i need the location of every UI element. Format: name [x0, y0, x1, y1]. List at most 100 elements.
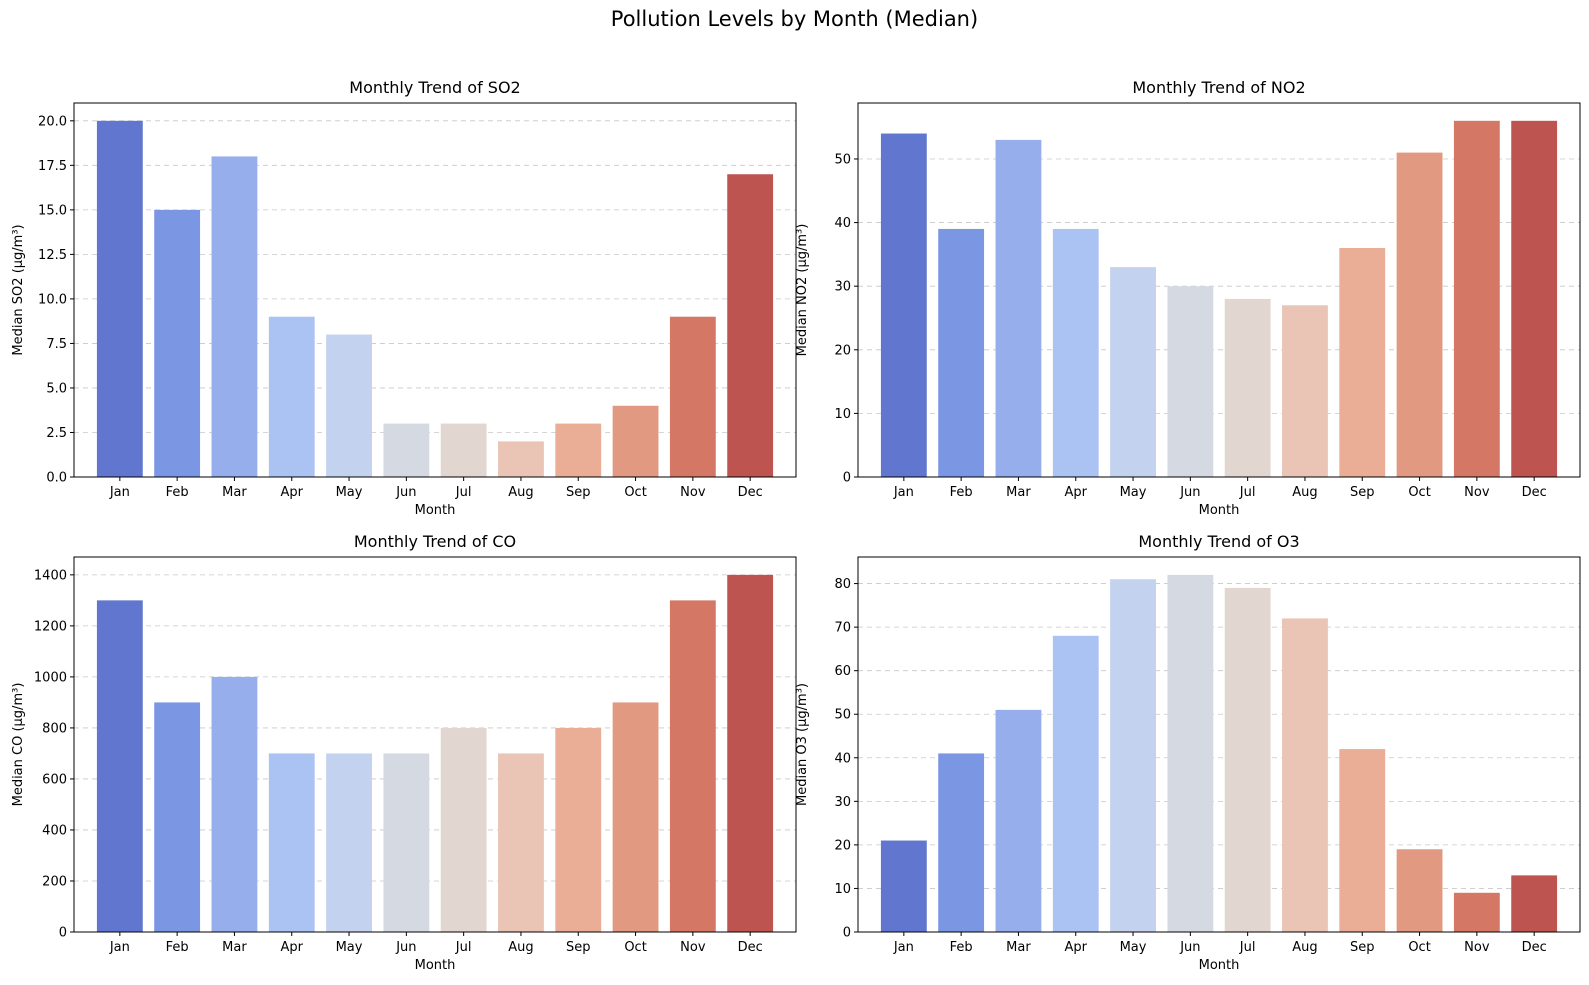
- bar-co-apr: [268, 753, 315, 932]
- x-tick-label: Feb: [166, 485, 189, 500]
- chart-co: 0 200 400 600 800 1000 1200 1400 Jan Feb Mar Apr May…: [11, 532, 797, 973]
- y-tick-label: 12.5: [38, 248, 67, 263]
- bar-co-may: [326, 753, 372, 932]
- bar-co-feb: [154, 702, 201, 932]
- x-tick-label: Dec: [1522, 485, 1547, 500]
- x-tick-label: Jan: [109, 485, 130, 500]
- x-tick-label: Jan: [109, 940, 130, 955]
- bar-no2-mar: [995, 139, 1042, 477]
- x-tick-label: Apr: [280, 485, 303, 500]
- y-tick-label: 200: [42, 874, 67, 889]
- bar-co-dec: [727, 574, 774, 932]
- y-tick-label: 1200: [34, 619, 67, 634]
- chart-title-o3: Monthly Trend of O3: [1138, 532, 1299, 551]
- x-tick-label: Mar: [1006, 485, 1031, 500]
- x-tick-label: Apr: [280, 940, 303, 955]
- y-tick-label: 17.5: [38, 159, 67, 174]
- x-tick-label: Oct: [1408, 485, 1430, 500]
- bar-no2-jun: [1167, 286, 1214, 477]
- bar-so2-mar: [211, 156, 258, 477]
- axes-frame: [857, 102, 1581, 478]
- y-tick-label: 400: [42, 823, 67, 838]
- bar-so2-may: [326, 334, 372, 477]
- x-axis-label: Month: [415, 503, 456, 518]
- x-tick-label: Feb: [950, 940, 973, 955]
- axes-frame: [73, 556, 797, 933]
- x-tick-label: Jul: [1239, 485, 1256, 500]
- x-tick-label: Mar: [222, 940, 247, 955]
- x-tick-label: Dec: [738, 940, 763, 955]
- y-tick-label: 60: [834, 664, 851, 679]
- bar-co-oct: [612, 702, 659, 932]
- figure-title: Pollution Levels by Month (Median): [611, 7, 978, 31]
- subplots: 0.0 2.5 5.0 7.5 10.0 12.5 15.0 17.5 20.0 Jan Feb Ma…: [11, 78, 1581, 973]
- y-tick-label: 15.0: [38, 203, 67, 218]
- x-tick-label: Nov: [1464, 940, 1490, 955]
- bar-o3-oct: [1396, 849, 1443, 932]
- bar-o3-aug: [1282, 618, 1328, 932]
- x-tick-label: Jan: [893, 485, 914, 500]
- bar-so2-jan: [96, 120, 143, 478]
- bar-o3-mar: [995, 709, 1042, 932]
- bar-o3-jan: [880, 840, 927, 932]
- bar-so2-feb: [154, 209, 201, 477]
- chart-title-no2: Monthly Trend of NO2: [1132, 78, 1305, 97]
- x-tick-label: Oct: [1408, 940, 1430, 955]
- y-tick-label: 2.5: [46, 426, 67, 441]
- x-axis-label: Month: [415, 958, 456, 973]
- x-tick-label: Jul: [455, 485, 472, 500]
- x-tick-label: Aug: [508, 485, 533, 500]
- y-tick-label: 70: [834, 621, 851, 636]
- bar-o3-may: [1110, 579, 1156, 932]
- y-tick-label: 0: [59, 926, 67, 941]
- bar-so2-dec: [727, 174, 774, 477]
- y-axis-label: Median CO (µg/m³): [11, 683, 26, 807]
- bar-co-jun: [383, 753, 430, 932]
- x-tick-label: Feb: [950, 485, 973, 500]
- bar-co-sep: [555, 727, 602, 932]
- y-tick-label: 10: [834, 882, 851, 897]
- chart-title-co: Monthly Trend of CO: [354, 532, 516, 551]
- axes-frame: [857, 556, 1581, 933]
- x-tick-label: Apr: [1064, 940, 1087, 955]
- y-tick-label: 20: [834, 838, 851, 853]
- chart-so2: 0.0 2.5 5.0 7.5 10.0 12.5 15.0 17.5 20.0 Jan Feb Ma…: [11, 78, 797, 518]
- bar-o3-feb: [938, 753, 985, 932]
- bar-so2-nov: [669, 316, 716, 477]
- bar-no2-aug: [1282, 305, 1328, 477]
- x-tick-label: Mar: [1006, 940, 1031, 955]
- y-tick-label: 80: [834, 577, 851, 592]
- y-axis-label: Median O3 (µg/m³): [795, 683, 810, 806]
- y-tick-label: 30: [834, 795, 851, 810]
- x-tick-label: Nov: [680, 485, 706, 500]
- bar-no2-jul: [1224, 298, 1271, 477]
- x-tick-label: Oct: [624, 485, 646, 500]
- x-tick-label: Jul: [1239, 940, 1256, 955]
- bar-o3-dec: [1511, 875, 1558, 932]
- x-tick-label: Sep: [566, 485, 591, 500]
- bar-co-nov: [669, 600, 716, 932]
- bar-no2-may: [1110, 267, 1156, 477]
- bar-no2-sep: [1339, 248, 1386, 477]
- y-tick-label: 1000: [34, 670, 67, 685]
- bar-no2-apr: [1052, 228, 1099, 477]
- y-tick-label: 20: [834, 343, 851, 358]
- y-tick-label: 40: [834, 216, 851, 231]
- x-tick-label: Sep: [566, 940, 591, 955]
- x-tick-label: Nov: [680, 940, 706, 955]
- y-tick-label: 30: [834, 280, 851, 295]
- bar-so2-sep: [555, 423, 602, 477]
- bar-no2-feb: [938, 228, 985, 477]
- x-tick-label: Aug: [1292, 940, 1317, 955]
- y-tick-label: 1400: [34, 568, 67, 583]
- x-tick-label: May: [1120, 485, 1147, 500]
- bar-no2-nov: [1453, 120, 1500, 478]
- bar-no2-oct: [1396, 152, 1443, 477]
- bar-so2-jun: [383, 423, 430, 477]
- bar-o3-jul: [1224, 587, 1271, 932]
- bar-so2-aug: [498, 441, 544, 477]
- y-axis-label: Median NO2 (µg/m³): [795, 224, 810, 357]
- x-tick-label: Sep: [1350, 940, 1375, 955]
- bar-so2-apr: [268, 316, 315, 477]
